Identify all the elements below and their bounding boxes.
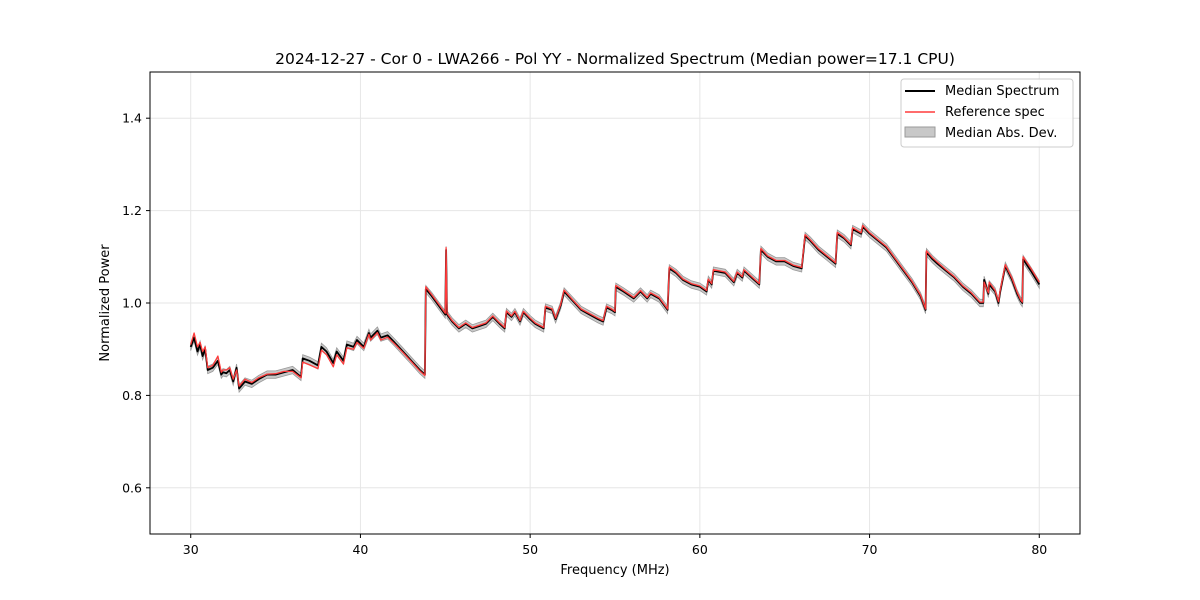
- x-tick-label: 50: [522, 542, 538, 557]
- y-tick-label: 0.8: [122, 388, 142, 403]
- reference-spec-line: [190, 224, 1040, 387]
- legend: Median Spectrum Reference spec Median Ab…: [900, 78, 1074, 148]
- legend-label-reference: Reference spec: [945, 105, 1045, 120]
- x-ticks: 30 40 50 60 70 80: [183, 534, 1047, 557]
- y-axis-label: Normalized Power: [98, 244, 113, 362]
- x-tick-label: 60: [692, 542, 708, 557]
- y-ticks: 0.6 0.8 1.0 1.2 1.4: [122, 111, 150, 495]
- x-tick-label: 40: [352, 542, 368, 557]
- x-axis-label: Frequency (MHz): [560, 563, 669, 578]
- x-tick-label: 70: [862, 542, 878, 557]
- legend-label-median: Median Spectrum: [945, 84, 1059, 99]
- chart-title: 2024-12-27 - Cor 0 - LWA266 - Pol YY - N…: [275, 50, 955, 68]
- legend-swatch-mad: [904, 126, 936, 138]
- legend-label-mad: Median Abs. Dev.: [945, 126, 1057, 141]
- x-tick-label: 30: [183, 542, 199, 557]
- legend-box: [900, 78, 1074, 148]
- x-tick-label: 80: [1031, 542, 1047, 557]
- y-tick-label: 0.6: [122, 480, 142, 495]
- reference-layer: [190, 224, 1040, 387]
- y-tick-label: 1.0: [122, 296, 142, 311]
- y-tick-label: 1.2: [122, 203, 142, 218]
- y-tick-label: 1.4: [122, 111, 142, 126]
